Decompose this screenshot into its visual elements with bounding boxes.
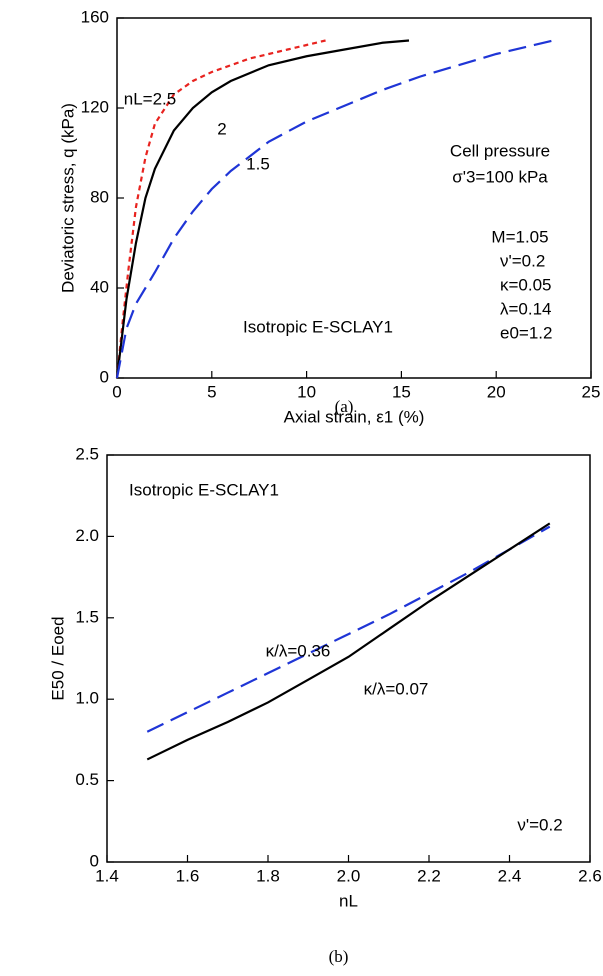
x-tick-label: 15 bbox=[392, 382, 411, 401]
y-tick-label: 0 bbox=[100, 367, 109, 386]
y-tick-label: 120 bbox=[81, 97, 109, 116]
data-line bbox=[146, 525, 551, 733]
annotation: Cell pressure bbox=[450, 141, 550, 160]
x-tick-label: 1.6 bbox=[176, 866, 200, 885]
annotation: κ=0.05 bbox=[500, 275, 552, 294]
data-line bbox=[115, 39, 410, 379]
caption: (a) bbox=[335, 397, 354, 416]
data-line bbox=[115, 39, 554, 379]
x-axis-label: Axial strain, ε1 (%) bbox=[284, 407, 425, 426]
y-tick-label: 160 bbox=[81, 7, 109, 26]
series-label: 2 bbox=[217, 119, 226, 138]
series-label: 1.5 bbox=[246, 154, 270, 173]
x-tick-label: 25 bbox=[582, 382, 601, 401]
x-tick-label: 20 bbox=[487, 382, 506, 401]
y-axis-label: E50 / Eoed bbox=[48, 616, 67, 700]
y-tick-label: 1.5 bbox=[75, 607, 99, 626]
annotation: e0=1.2 bbox=[500, 323, 552, 342]
y-tick-label: 0.5 bbox=[75, 770, 99, 789]
data-line bbox=[146, 522, 551, 761]
caption: (b) bbox=[329, 947, 349, 966]
x-tick-label: 1.4 bbox=[95, 866, 119, 885]
series-label: nL=2.5 bbox=[124, 89, 176, 108]
x-tick-label: 2.6 bbox=[578, 866, 602, 885]
annotation: Isotropic E-SCLAY1 bbox=[129, 480, 279, 499]
x-tick-label: 5 bbox=[207, 382, 216, 401]
y-tick-label: 1.0 bbox=[75, 689, 99, 708]
annotation: λ=0.14 bbox=[500, 299, 552, 318]
y-tick-label: 80 bbox=[90, 187, 109, 206]
series-label: κ/λ=0.36 bbox=[266, 641, 331, 660]
y-axis-label: Deviatoric stress, q (kPa) bbox=[58, 103, 77, 293]
x-tick-label: 2.4 bbox=[498, 866, 522, 885]
x-axis-label: nL bbox=[339, 891, 358, 910]
annotation: M=1.05 bbox=[491, 227, 548, 246]
y-tick-label: 2.5 bbox=[75, 444, 99, 463]
annotation: Isotropic E-SCLAY1 bbox=[243, 317, 393, 336]
annotation: σ'3=100 kPa bbox=[452, 167, 548, 186]
y-tick-label: 2.0 bbox=[75, 526, 99, 545]
x-tick-label: 2.2 bbox=[417, 866, 441, 885]
x-tick-label: 1.8 bbox=[256, 866, 280, 885]
annotation: ν'=0.2 bbox=[500, 251, 545, 270]
y-tick-label: 40 bbox=[90, 277, 109, 296]
y-tick-label: 0 bbox=[90, 851, 99, 870]
x-tick-label: 0 bbox=[112, 382, 121, 401]
data-line bbox=[115, 39, 326, 379]
x-tick-label: 2.0 bbox=[337, 866, 361, 885]
plot-frame bbox=[106, 454, 591, 863]
annotation: ν'=0.2 bbox=[517, 815, 562, 834]
x-tick-label: 10 bbox=[297, 382, 316, 401]
series-label: κ/λ=0.07 bbox=[364, 679, 429, 698]
